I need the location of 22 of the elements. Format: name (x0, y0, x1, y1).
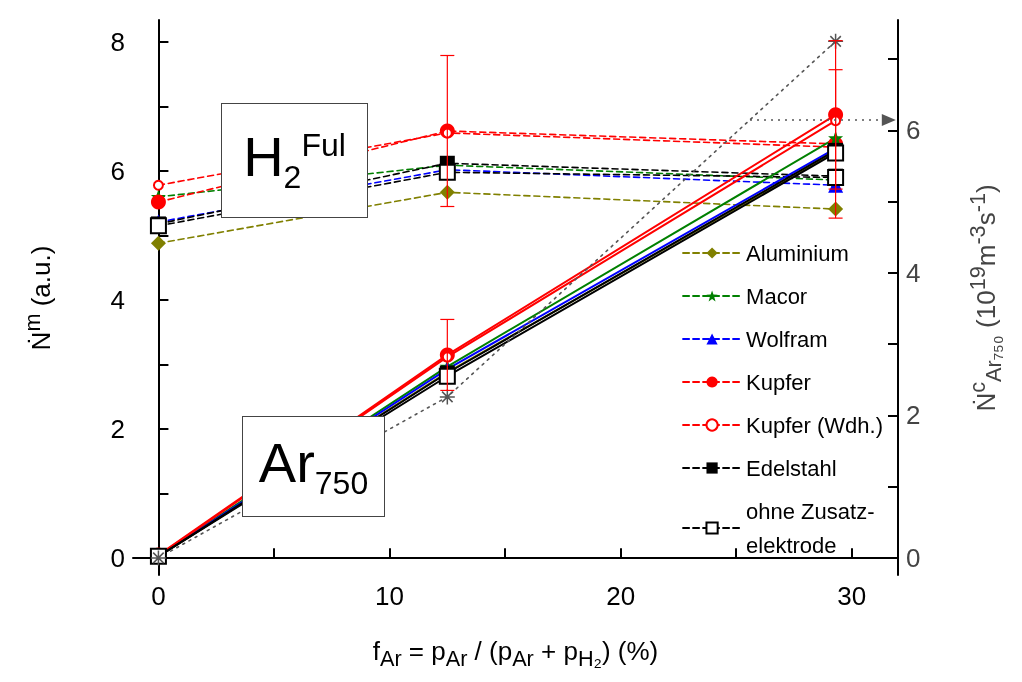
legend-label: Kupfer (Wdh.) (746, 412, 884, 438)
y-tick-label: 8 (110, 26, 125, 57)
annotation: Ar$_{750}$ (258, 430, 369, 503)
y2-tick-label: 6 (906, 115, 921, 146)
y-tick-label: 4 (110, 285, 125, 316)
y2-tick-label: 2 (906, 400, 921, 431)
x-tick-label: 30 (837, 581, 867, 611)
legend-label: ohne Zusatz- elektrode (746, 498, 875, 558)
y-tick-label: 0 (110, 543, 125, 574)
x-tick-label: 0 (151, 581, 166, 611)
legend-label: Macor (746, 283, 808, 309)
y-tick-label: 6 (110, 156, 125, 187)
legend-label: Edelstahl (746, 455, 837, 481)
legend-label: Kupfer (746, 369, 811, 395)
x-tick-label: 20 (606, 581, 636, 611)
y2-tick-label: 0 (906, 542, 921, 573)
text: f$_{Ar}$ = p$_{Ar}$ / (p$_{Ar}$ + p$_{H₂}$) (%) (372, 635, 659, 672)
y2-tick-label: 4 (906, 257, 921, 288)
legend-label: Wolfram (746, 326, 828, 352)
legend-label: Aluminium (746, 240, 849, 266)
y-tick-label: 2 (110, 414, 125, 445)
x-tick-label: 10 (375, 581, 404, 611)
